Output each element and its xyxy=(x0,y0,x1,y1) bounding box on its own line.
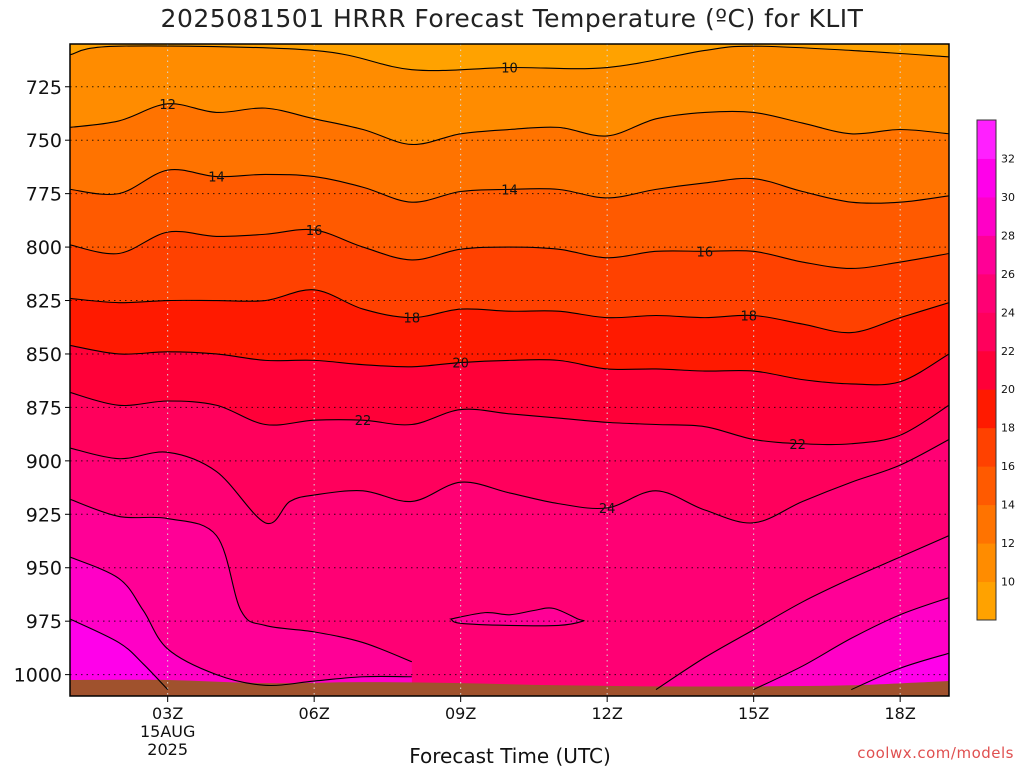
colorbar-label: 28 xyxy=(1001,229,1015,242)
plot-frame xyxy=(69,43,950,697)
contour-22 xyxy=(70,391,949,446)
y-tick-label: 725 xyxy=(26,77,62,99)
y-tick-label: 925 xyxy=(26,504,62,526)
x-tick-label: 15Z xyxy=(738,704,769,723)
colorbar-segment xyxy=(977,427,996,467)
colorbar: 10 12 14 16 18 20 22 24 26 28 30 32 xyxy=(976,119,1015,621)
contour-label: 22 xyxy=(789,438,806,453)
y-tick-label: 975 xyxy=(26,611,62,633)
colorbar-label: 14 xyxy=(1001,499,1015,512)
colorbar-label: 20 xyxy=(1001,383,1015,396)
band-fill-lt10 xyxy=(70,44,949,71)
band-fill-30-32 xyxy=(70,619,168,696)
colorbar-segment xyxy=(977,581,996,621)
colorbar-segment xyxy=(977,196,996,236)
colorbar-segment xyxy=(977,389,996,429)
contour-lines xyxy=(70,45,949,691)
contour-20 xyxy=(70,344,949,386)
colorbar-segment xyxy=(977,158,996,198)
contour-label: 14 xyxy=(501,183,518,198)
contour-label: 22 xyxy=(355,414,372,429)
colorbar-segment xyxy=(977,120,996,159)
contour-28 xyxy=(753,597,949,691)
x-tick-label: 03Z xyxy=(152,704,183,723)
y-tick-label: 1000 xyxy=(14,665,62,687)
contour-closed-26 xyxy=(449,607,585,627)
grid-lines xyxy=(70,44,949,696)
contour-26 xyxy=(70,498,413,663)
colorbar-segment xyxy=(977,466,996,506)
y-tick-label: 900 xyxy=(26,451,62,473)
y-tick-label: 750 xyxy=(26,130,62,152)
x-axis-label: Forecast Time (UTC) xyxy=(409,744,611,768)
contour-14 xyxy=(70,169,949,204)
band-fill-closed-26 xyxy=(450,607,585,626)
x-tick-label: 09Z xyxy=(445,704,476,723)
colorbar-segment xyxy=(977,350,996,390)
contour-labels: 10 12 14 14 16 16 18 18 20 22 22 24 xyxy=(159,62,805,517)
x-tick-label: 18Z xyxy=(885,704,916,723)
contour-label: 14 xyxy=(208,171,225,186)
axes: 725 750 775 800 825 850 875 900 925 950 975 1000 03Z… xyxy=(14,77,916,759)
y-tick-label: 950 xyxy=(26,558,62,580)
colorbar-segment xyxy=(977,235,996,275)
contour-10 xyxy=(70,45,949,72)
contour-18 xyxy=(70,289,949,334)
contour-label: 10 xyxy=(501,62,518,77)
x-tick-sublabel: 2025 xyxy=(147,740,188,759)
colorbar-label: 30 xyxy=(1001,191,1015,204)
y-tick-label: 875 xyxy=(26,397,62,419)
colorbar-label: 32 xyxy=(1001,152,1015,165)
colorbar-segment xyxy=(977,312,996,352)
colorbar-label: 18 xyxy=(1001,422,1015,435)
contour-24 xyxy=(70,438,949,525)
y-tick-label: 800 xyxy=(26,237,62,259)
colorbar-label: 26 xyxy=(1001,268,1015,281)
x-tick-sublabel: 15AUG xyxy=(140,722,195,741)
watermark-link[interactable]: coolwx.com/models xyxy=(857,744,1014,762)
contour-label: 16 xyxy=(306,224,323,239)
colorbar-label: 16 xyxy=(1001,460,1015,473)
chart-title: 2025081501 HRRR Forecast Temperature (ºC… xyxy=(160,4,864,33)
colorbar-label: 24 xyxy=(1001,306,1015,319)
colorbar-label: 12 xyxy=(1001,537,1015,550)
colorbar-segment xyxy=(977,543,996,583)
contour-label: 16 xyxy=(697,245,714,260)
plot-area xyxy=(70,44,949,696)
band-fill-10-12 xyxy=(70,44,949,145)
contour-26 xyxy=(655,535,949,691)
contour-28 xyxy=(70,556,412,687)
x-tick-label: 12Z xyxy=(592,704,623,723)
contour-label: 20 xyxy=(452,357,469,372)
contour-30 xyxy=(851,652,949,691)
contour-label: 24 xyxy=(599,502,616,517)
contour-16 xyxy=(70,228,949,270)
colorbar-segment xyxy=(977,504,996,544)
x-tick-label: 06Z xyxy=(299,704,330,723)
contour-label: 18 xyxy=(404,312,421,327)
y-tick-label: 825 xyxy=(26,291,62,313)
colorbar-segment xyxy=(977,273,996,313)
y-tick-label: 850 xyxy=(26,344,62,366)
band-fill-28-30 xyxy=(70,557,412,696)
contour-12 xyxy=(70,103,949,146)
colorbar-frame xyxy=(976,119,997,621)
contour-label: 12 xyxy=(159,98,176,113)
y-tick-label: 775 xyxy=(26,184,62,206)
contour-30 xyxy=(70,618,169,690)
contour-label: 18 xyxy=(741,309,758,324)
colorbar-label: 10 xyxy=(1001,576,1015,589)
colorbar-label: 22 xyxy=(1001,345,1015,358)
